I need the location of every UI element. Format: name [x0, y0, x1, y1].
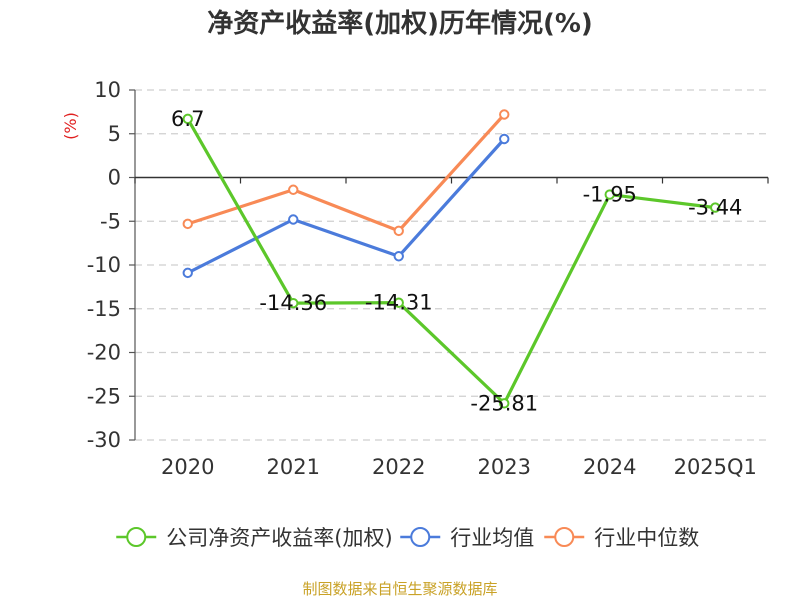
- data-point[interactable]: [710, 202, 721, 213]
- x-tick-label: 2022: [372, 455, 425, 479]
- y-tick-label: -30: [87, 428, 121, 452]
- y-tick-label: 5: [108, 122, 121, 146]
- data-point[interactable]: [499, 398, 510, 409]
- data-label: 6.7: [171, 107, 204, 131]
- y-axis-label: (%): [61, 112, 80, 140]
- series-2: [182, 133, 510, 279]
- legend-item-1[interactable]: 公司净资产收益率(加权): [116, 526, 393, 550]
- data-point[interactable]: [288, 297, 299, 309]
- data-point[interactable]: [182, 218, 193, 230]
- data-point[interactable]: [182, 267, 193, 279]
- data-point[interactable]: [604, 189, 615, 200]
- y-tick-label: -5: [100, 209, 121, 233]
- y-tick-label: -10: [87, 253, 121, 277]
- y-tick-label: -15: [87, 297, 121, 321]
- legend-label: 行业中位数: [594, 526, 699, 550]
- series-1: [182, 113, 721, 409]
- data-point[interactable]: [499, 133, 510, 145]
- series-line: [187, 137, 506, 275]
- x-tick-label: 2025Q1: [674, 455, 757, 479]
- series-3: [182, 109, 510, 237]
- legend-marker: [554, 527, 575, 547]
- data-point[interactable]: [182, 113, 193, 125]
- data-point[interactable]: [288, 184, 299, 195]
- legend-marker: [410, 527, 431, 547]
- data-point[interactable]: [288, 214, 299, 225]
- data-label: -1.95: [583, 183, 637, 207]
- legend-item-3[interactable]: 行业中位数: [544, 526, 699, 550]
- x-tick-label: 2020: [161, 455, 214, 479]
- y-tick-label: -20: [87, 341, 121, 365]
- data-point[interactable]: [499, 109, 510, 120]
- y-tick-label: -25: [87, 384, 121, 408]
- legend-label: 行业均值: [450, 526, 534, 550]
- series-line: [186, 118, 716, 405]
- data-label: -25.81: [470, 391, 538, 415]
- data-label: -3.44: [688, 196, 742, 220]
- data-label: -14.31: [365, 291, 433, 315]
- axes: 10 5 0 -5 -10 -15 -20 -25 -30 2020 2021 2022 2023 202…: [87, 78, 769, 479]
- source-note: 制图数据来自恒生聚源数据库: [302, 580, 497, 598]
- legend-label: 公司净资产收益率(加权): [166, 526, 392, 550]
- x-tick-label: 2023: [478, 455, 531, 479]
- y-tick-label: 10: [94, 78, 121, 102]
- legend-item-2[interactable]: 行业均值: [400, 526, 534, 550]
- series-line: [187, 113, 506, 233]
- x-tick-label: 2024: [583, 455, 636, 479]
- y-tick-label: 0: [108, 166, 121, 190]
- data-label: -14.36: [259, 291, 327, 315]
- legend: 公司净资产收益率(加权) 行业均值 行业中位数: [116, 526, 699, 550]
- grid: [135, 89, 768, 441]
- x-tick-label: 2021: [267, 455, 320, 479]
- series-group: [182, 109, 721, 409]
- data-point[interactable]: [393, 251, 404, 262]
- chart-title: 净资产收益率(加权)历年情况(%): [207, 8, 593, 39]
- data-labels: 6.7 -14.36 -14.31 -25.81 -1.95 -3.44: [171, 107, 742, 415]
- data-point[interactable]: [393, 297, 404, 308]
- legend-marker: [126, 527, 147, 547]
- data-point[interactable]: [393, 225, 404, 237]
